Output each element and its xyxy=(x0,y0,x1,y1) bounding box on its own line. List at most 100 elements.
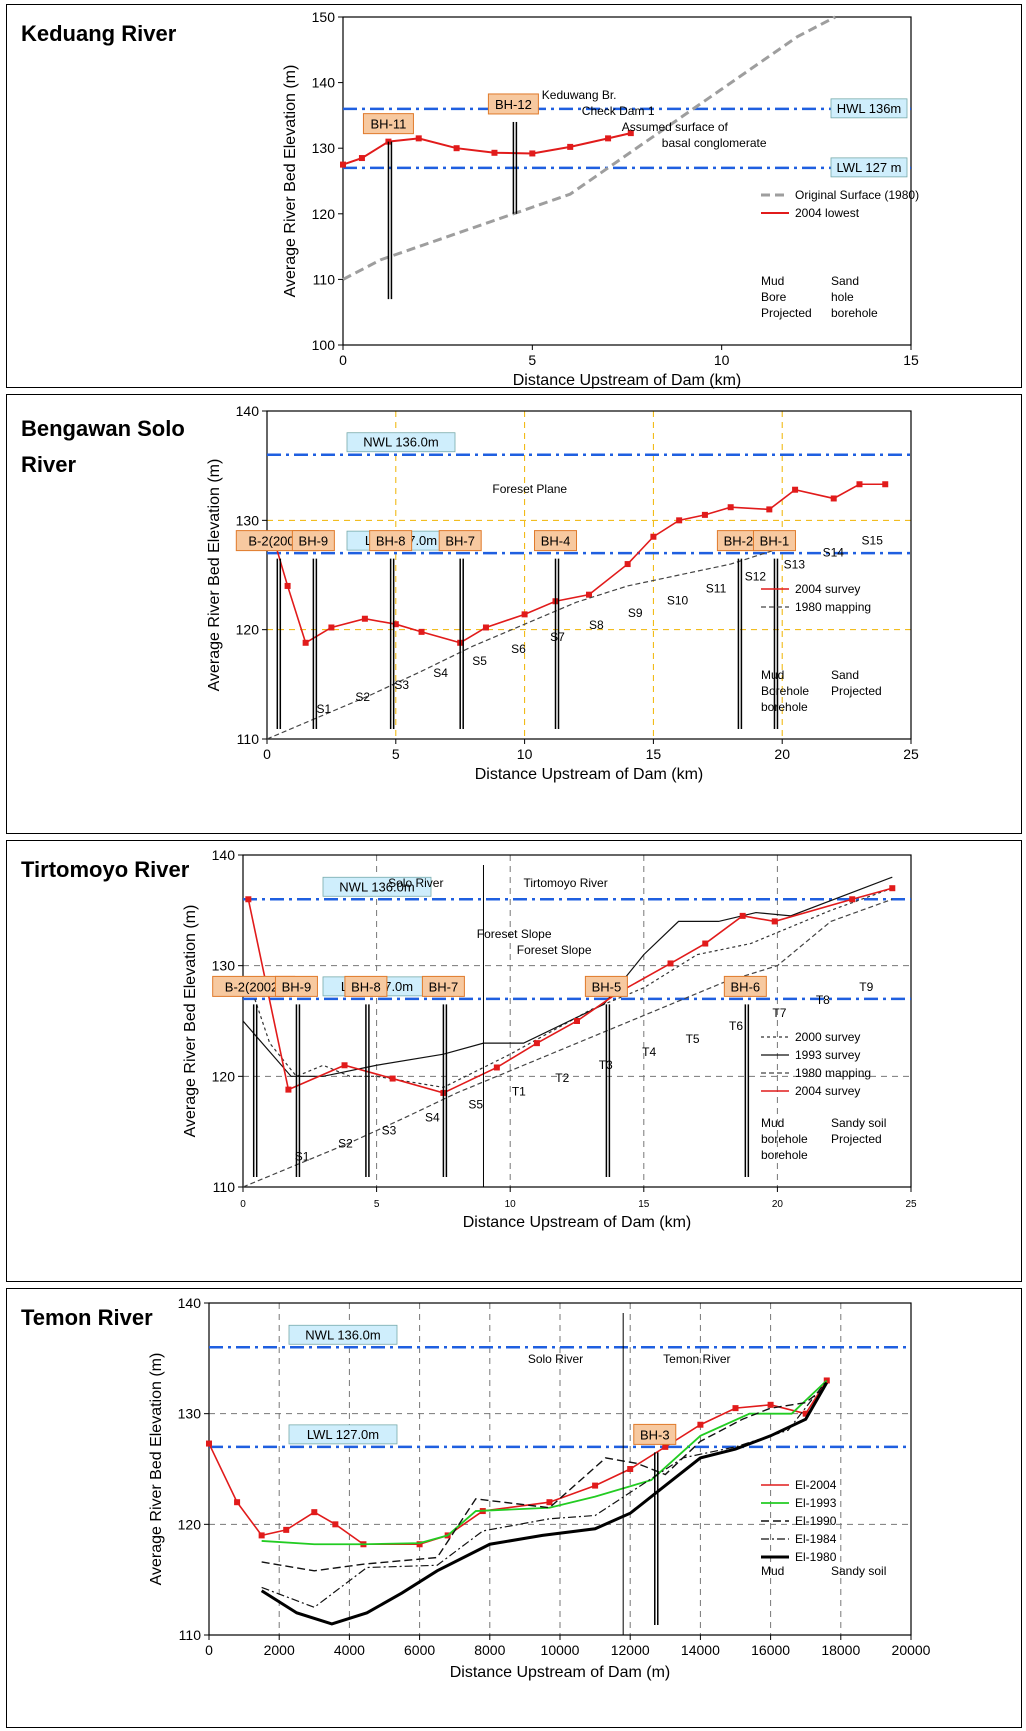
water-level-box xyxy=(322,876,432,897)
legend-label: hole xyxy=(831,290,854,304)
bengawan-panel: Bengawan Solo River 0 5 10 15 20 25 110 120 130 1… xyxy=(6,394,1022,834)
temon-chart: 0 2000 4000 6000 8000 10000 12000 14000 16000 180… xyxy=(148,1295,931,1681)
x-tick-label: 4000 xyxy=(334,1642,365,1658)
section-label: S2 xyxy=(355,690,370,704)
borehole-box xyxy=(274,975,318,997)
legend-label: Projected xyxy=(761,306,812,320)
data-point xyxy=(234,1499,241,1506)
borehole-label: B-2(2002) xyxy=(248,534,306,549)
legend-label: Mud xyxy=(761,668,784,682)
y-tick-label: 120 xyxy=(212,1068,236,1084)
borehole-label: BH-7 xyxy=(429,979,459,994)
legend-label: borehole xyxy=(761,1132,808,1146)
annotation: Keduwang Br. xyxy=(542,88,617,102)
data-point xyxy=(676,517,683,524)
y-axis-label: Average River Bed Elevation (m) xyxy=(206,459,223,692)
section-label: S13 xyxy=(784,558,806,572)
borehole-box xyxy=(752,530,796,552)
x-tick-label: 15 xyxy=(646,746,662,762)
series-line xyxy=(342,15,836,281)
plot-frame xyxy=(266,410,912,740)
water-level-box xyxy=(346,432,456,453)
borehole-label: BH-8 xyxy=(351,979,381,994)
tirtomoyo-chart: 0 5 10 15 20 25 110 120 130 140 Distance Upstream … xyxy=(182,847,917,1231)
water-level-box xyxy=(288,1324,398,1345)
water-level-label: NWL 136.0m xyxy=(305,1327,380,1342)
section-label: T6 xyxy=(729,1019,743,1033)
data-point xyxy=(340,161,346,168)
x-tick-label: 16000 xyxy=(751,1642,790,1658)
tirtomoyo-panel: Tirtomoyo River 0 5 10 15 20 25 110 120 130 140 Di… xyxy=(6,840,1022,1282)
x-tick-label: 18000 xyxy=(821,1642,860,1658)
data-point xyxy=(285,1086,292,1093)
x-tick-label: 20000 xyxy=(892,1642,931,1658)
y-tick-label: 130 xyxy=(178,1406,202,1422)
data-point xyxy=(416,1541,423,1548)
panel-title: Tirtomoyo River xyxy=(21,857,190,882)
section-label: T3 xyxy=(599,1058,613,1072)
series-line xyxy=(261,1385,828,1572)
y-tick-label: 120 xyxy=(312,206,336,222)
series-line xyxy=(208,1380,828,1546)
section-label: T9 xyxy=(859,980,873,994)
y-tick-label: 140 xyxy=(312,75,336,91)
data-point xyxy=(697,1421,704,1428)
x-tick-label: 10000 xyxy=(541,1642,580,1658)
x-tick-label: 25 xyxy=(903,746,919,762)
section-label: S15 xyxy=(862,534,884,548)
legend-label: 2004 survey xyxy=(795,1084,860,1098)
borehole-box xyxy=(369,530,413,552)
borehole-label: BH-8 xyxy=(376,534,406,549)
data-point xyxy=(574,1018,580,1024)
section-label: S2 xyxy=(338,1136,353,1150)
borehole-label: BH-4 xyxy=(541,534,571,549)
x-axis-label: Distance Upstream of Dam (km) xyxy=(475,766,704,783)
data-point xyxy=(732,1405,739,1412)
data-point xyxy=(650,533,657,540)
data-point xyxy=(533,1040,540,1047)
data-point xyxy=(491,149,498,156)
data-point xyxy=(856,481,863,488)
section-label: S5 xyxy=(468,1097,483,1111)
y-tick-label: 130 xyxy=(312,140,336,156)
plot-frame xyxy=(342,16,912,346)
data-point xyxy=(415,135,422,142)
legend-label: Mud xyxy=(761,1116,784,1130)
section-label: T1 xyxy=(512,1084,526,1098)
annotation: basal conglomerate xyxy=(662,136,767,150)
section-label: T8 xyxy=(816,993,830,1007)
water-level-label: LWL 127.0m xyxy=(307,1427,379,1442)
data-point xyxy=(206,1440,212,1447)
legend-label: 2004 lowest xyxy=(795,206,860,220)
x-tick-label: 5 xyxy=(528,352,536,368)
data-point xyxy=(667,960,674,967)
annotation: Assumed surface of xyxy=(622,120,729,134)
water-level-label: NWL 136.0m xyxy=(363,435,438,450)
data-point xyxy=(358,155,365,162)
x-tick-label: 25 xyxy=(905,1199,917,1210)
data-point xyxy=(482,624,489,631)
divider-label: Solo River xyxy=(528,1352,583,1366)
y-tick-label: 100 xyxy=(312,337,336,353)
section-label: S3 xyxy=(394,678,409,692)
data-point xyxy=(361,615,368,622)
divider-label: Tirtomoyo River xyxy=(523,876,607,890)
section-label: T5 xyxy=(686,1032,700,1046)
section-label: T4 xyxy=(642,1045,656,1059)
series-line xyxy=(261,1380,828,1609)
x-tick-label: 0 xyxy=(205,1642,213,1658)
section-label: T7 xyxy=(772,1006,786,1020)
data-point xyxy=(662,1443,669,1450)
section-label: T2 xyxy=(555,1071,569,1085)
data-point xyxy=(341,1062,348,1069)
keduang-chart: 0 5 10 15 100 110 120 130 140 150 Distance Upstrea… xyxy=(282,9,919,389)
annotation: Foreset Plane xyxy=(492,482,567,496)
borehole-box xyxy=(291,530,335,552)
borehole-label: BH-12 xyxy=(495,97,532,112)
y-tick-label: 130 xyxy=(236,512,260,528)
legend-label: borehole xyxy=(761,700,808,714)
data-point xyxy=(802,1410,809,1417)
data-point xyxy=(258,1532,265,1539)
legend-label: El-1993 xyxy=(795,1496,837,1510)
annotation: Check Dam 1 xyxy=(582,104,655,118)
